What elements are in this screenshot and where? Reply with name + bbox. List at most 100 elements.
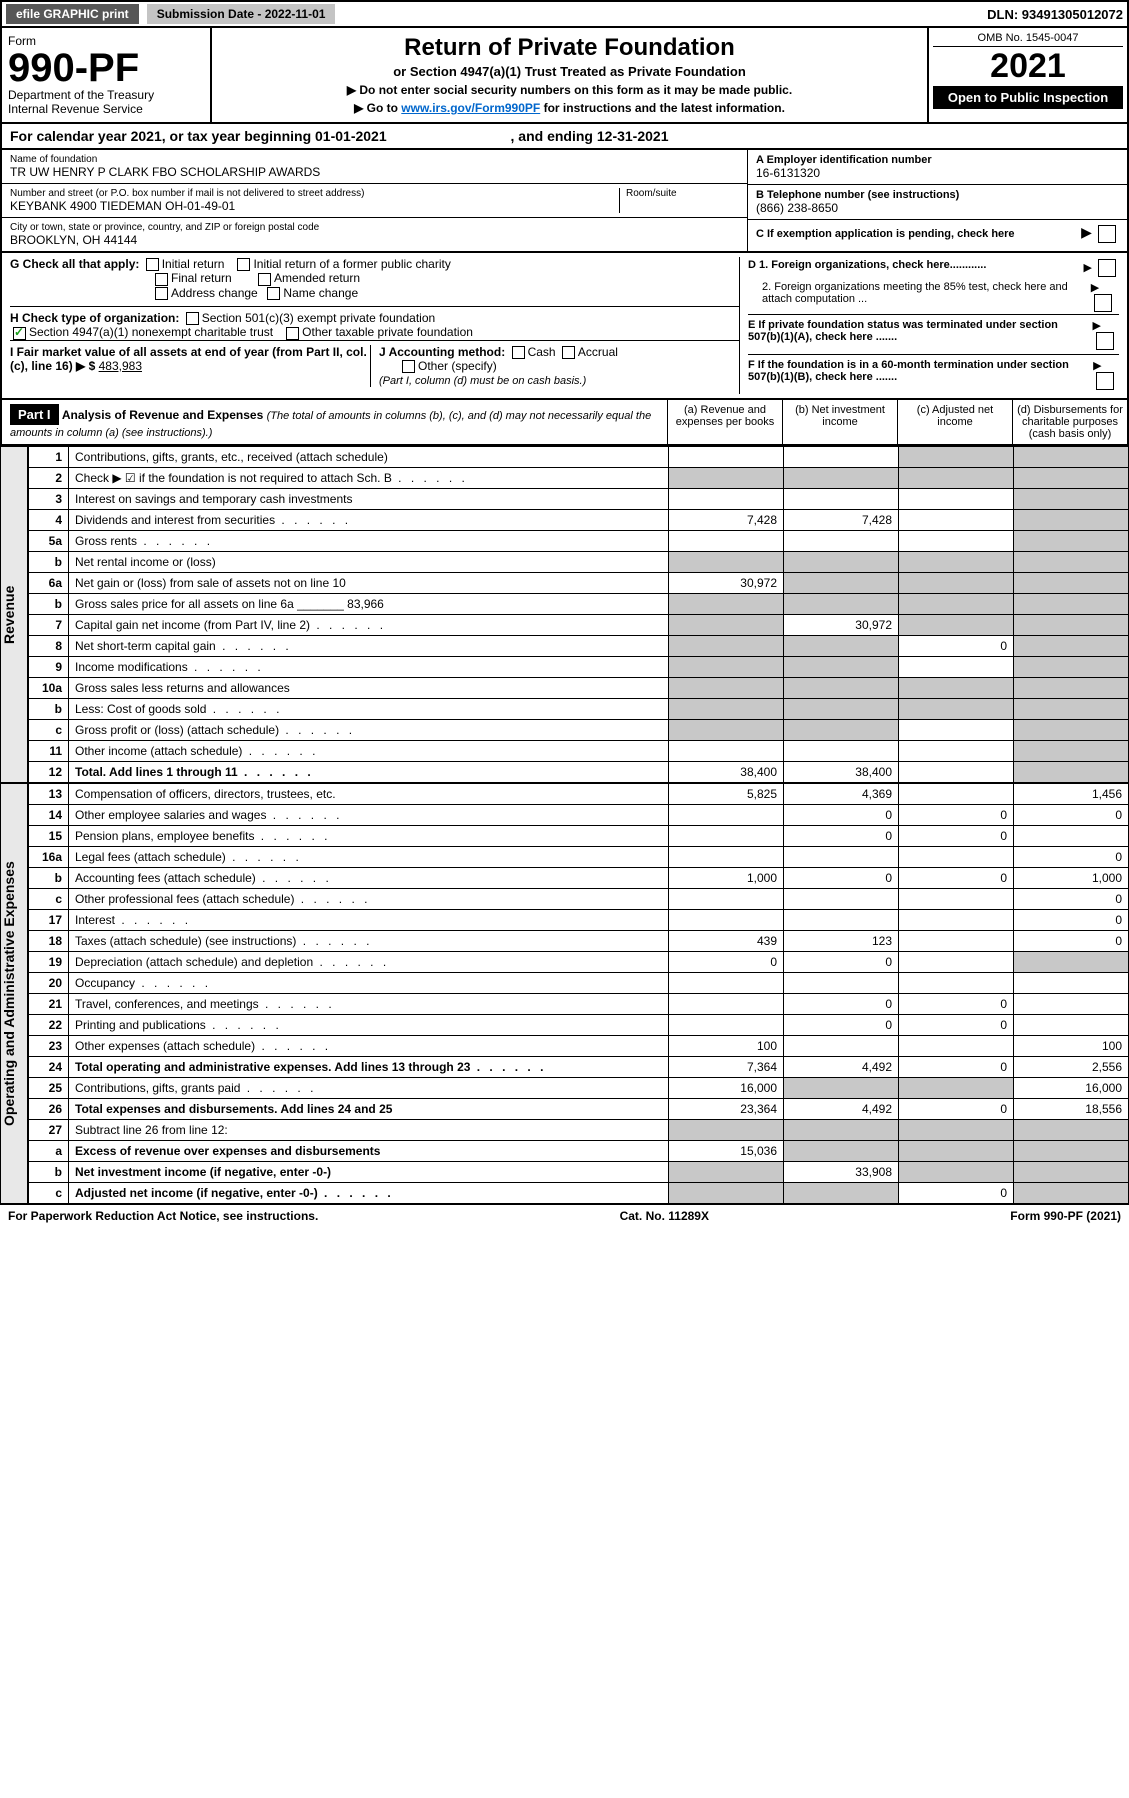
table-row: 27Subtract line 26 from line 12: bbox=[29, 1120, 1129, 1141]
dept-text: Department of the Treasury Internal Reve… bbox=[8, 88, 204, 116]
revenue-table: 1Contributions, gifts, grants, etc., rec… bbox=[28, 446, 1129, 783]
note-post: for instructions and the latest informat… bbox=[540, 101, 785, 115]
chk-other-method[interactable] bbox=[402, 360, 415, 373]
chk-initial-return[interactable] bbox=[146, 258, 159, 271]
opt-initial-former: Initial return of a former public charit… bbox=[253, 257, 450, 271]
table-row: cGross profit or (loss) (attach schedule… bbox=[29, 720, 1129, 741]
chk-name[interactable] bbox=[267, 287, 280, 300]
street-address: KEYBANK 4900 TIEDEMAN OH-01-49-01 bbox=[10, 199, 619, 213]
form-header: Form 990-PF Department of the Treasury I… bbox=[0, 28, 1129, 124]
chk-final[interactable] bbox=[155, 273, 168, 286]
table-row: 22Printing and publications . . . . . .0… bbox=[29, 1015, 1129, 1036]
opt-name: Name change bbox=[283, 286, 358, 300]
open-public-badge: Open to Public Inspection bbox=[933, 86, 1123, 109]
revenue-section: Revenue 1Contributions, gifts, grants, e… bbox=[0, 446, 1129, 783]
chk-amended[interactable] bbox=[258, 273, 271, 286]
table-row: bGross sales price for all assets on lin… bbox=[29, 594, 1129, 615]
opt-amended: Amended return bbox=[274, 271, 360, 285]
table-row: 5aGross rents . . . . . . bbox=[29, 531, 1129, 552]
table-row: 4Dividends and interest from securities … bbox=[29, 510, 1129, 531]
cal-end: 12-31-2021 bbox=[597, 128, 669, 144]
opt-accrual: Accrual bbox=[578, 345, 618, 359]
chk-other-taxable[interactable] bbox=[286, 327, 299, 340]
table-row: 26Total expenses and disbursements. Add … bbox=[29, 1099, 1129, 1120]
table-row: 7Capital gain net income (from Part IV, … bbox=[29, 615, 1129, 636]
top-bar: efile GRAPHIC print Submission Date - 20… bbox=[0, 0, 1129, 28]
table-row: 24Total operating and administrative exp… bbox=[29, 1057, 1129, 1078]
j-note: (Part I, column (d) must be on cash basi… bbox=[379, 375, 586, 387]
e-text: E If private foundation status was termi… bbox=[748, 319, 1093, 350]
cal-prefix: For calendar year 2021, or tax year begi… bbox=[10, 128, 315, 144]
table-row: 16aLegal fees (attach schedule) . . . . … bbox=[29, 847, 1129, 868]
d2-text: 2. Foreign organizations meeting the 85%… bbox=[748, 281, 1091, 312]
footer-right: Form 990-PF (2021) bbox=[1010, 1209, 1121, 1223]
f-text: F If the foundation is in a 60-month ter… bbox=[748, 359, 1093, 390]
chk-d2[interactable] bbox=[1094, 294, 1112, 312]
table-row: 12Total. Add lines 1 through 11 . . . . … bbox=[29, 762, 1129, 783]
opt-cash: Cash bbox=[528, 345, 556, 359]
entity-info: Name of foundation TR UW HENRY P CLARK F… bbox=[0, 150, 1129, 253]
foundation-name: TR UW HENRY P CLARK FBO SCHOLARSHIP AWAR… bbox=[10, 165, 739, 179]
footer-left: For Paperwork Reduction Act Notice, see … bbox=[8, 1209, 318, 1223]
opt-initial: Initial return bbox=[162, 257, 225, 271]
chk-address[interactable] bbox=[155, 287, 168, 300]
chk-cash[interactable] bbox=[512, 346, 525, 359]
table-row: 23Other expenses (attach schedule) . . .… bbox=[29, 1036, 1129, 1057]
chk-d1[interactable] bbox=[1098, 259, 1116, 277]
room-label: Room/suite bbox=[626, 188, 739, 199]
footer-mid: Cat. No. 11289X bbox=[620, 1209, 709, 1223]
opt-other-method: Other (specify) bbox=[418, 359, 497, 373]
table-row: 18Taxes (attach schedule) (see instructi… bbox=[29, 931, 1129, 952]
part1-title: Analysis of Revenue and Expenses bbox=[62, 408, 263, 422]
part1-header: Part I Analysis of Revenue and Expenses … bbox=[0, 400, 1129, 446]
table-row: bLess: Cost of goods sold . . . . . . bbox=[29, 699, 1129, 720]
dln-text: DLN: 93491305012072 bbox=[987, 7, 1123, 22]
expenses-section: Operating and Administrative Expenses 13… bbox=[0, 783, 1129, 1204]
table-row: aExcess of revenue over expenses and dis… bbox=[29, 1141, 1129, 1162]
table-row: cAdjusted net income (if negative, enter… bbox=[29, 1183, 1129, 1204]
opt-other: Other taxable private foundation bbox=[302, 325, 473, 339]
chk-501c3[interactable] bbox=[186, 312, 199, 325]
omb-number: OMB No. 1545-0047 bbox=[933, 32, 1123, 47]
part1-badge: Part I bbox=[10, 404, 59, 425]
table-row: 1Contributions, gifts, grants, etc., rec… bbox=[29, 447, 1129, 468]
city-label: City or town, state or province, country… bbox=[10, 222, 739, 233]
d1-text: D 1. Foreign organizations, check here..… bbox=[748, 259, 986, 277]
chk-accrual[interactable] bbox=[562, 346, 575, 359]
form-title: Return of Private Foundation bbox=[222, 34, 917, 62]
name-label: Name of foundation bbox=[10, 154, 739, 165]
ein-value: 16-6131320 bbox=[756, 166, 1119, 180]
cal-begin: 01-01-2021 bbox=[315, 128, 387, 144]
expenses-table: 13Compensation of officers, directors, t… bbox=[28, 783, 1129, 1204]
exemption-checkbox[interactable] bbox=[1098, 225, 1116, 243]
table-row: 19Depreciation (attach schedule) and dep… bbox=[29, 952, 1129, 973]
chk-4947[interactable] bbox=[13, 327, 26, 340]
chk-f[interactable] bbox=[1096, 372, 1114, 390]
page-footer: For Paperwork Reduction Act Notice, see … bbox=[0, 1204, 1129, 1227]
form-number: 990-PF bbox=[8, 48, 204, 88]
opt-address: Address change bbox=[171, 286, 258, 300]
fmv-value: 483,983 bbox=[99, 359, 142, 373]
irs-link[interactable]: www.irs.gov/Form990PF bbox=[401, 101, 540, 115]
table-row: 17Interest . . . . . .0 bbox=[29, 910, 1129, 931]
expenses-label: Operating and Administrative Expenses bbox=[0, 783, 28, 1204]
opt-4947: Section 4947(a)(1) nonexempt charitable … bbox=[29, 325, 273, 339]
j-label: J Accounting method: bbox=[379, 345, 505, 359]
submission-badge: Submission Date - 2022-11-01 bbox=[147, 4, 336, 24]
table-row: bAccounting fees (attach schedule) . . .… bbox=[29, 868, 1129, 889]
table-row: 6aNet gain or (loss) from sale of assets… bbox=[29, 573, 1129, 594]
addr-label: Number and street (or P.O. box number if… bbox=[10, 188, 619, 199]
table-row: 2Check ▶ ☑ if the foundation is not requ… bbox=[29, 468, 1129, 489]
g-label: G Check all that apply: bbox=[10, 257, 139, 271]
chk-initial-former[interactable] bbox=[237, 258, 250, 271]
table-row: 10aGross sales less returns and allowanc… bbox=[29, 678, 1129, 699]
city-state-zip: BROOKLYN, OH 44144 bbox=[10, 233, 739, 247]
note-link: ▶ Go to www.irs.gov/Form990PF for instru… bbox=[222, 101, 917, 115]
col-c-hdr: (c) Adjusted net income bbox=[897, 400, 1012, 444]
col-d-hdr: (d) Disbursements for charitable purpose… bbox=[1012, 400, 1127, 444]
table-row: cOther professional fees (attach schedul… bbox=[29, 889, 1129, 910]
chk-e[interactable] bbox=[1096, 332, 1114, 350]
opt-501c3: Section 501(c)(3) exempt private foundat… bbox=[202, 311, 435, 325]
table-row: 14Other employee salaries and wages . . … bbox=[29, 805, 1129, 826]
checkbox-section: G Check all that apply: Initial return I… bbox=[0, 253, 1129, 400]
